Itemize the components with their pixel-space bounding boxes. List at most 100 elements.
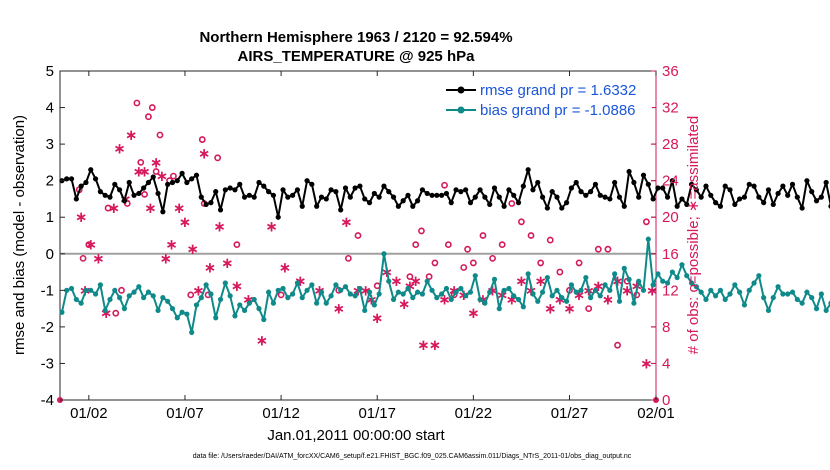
- rmse-point: [169, 179, 176, 186]
- y2-tick-label: 16: [662, 246, 679, 263]
- rmse-point: [809, 189, 815, 195]
- rmse-point: [741, 194, 748, 200]
- rmse-point: [467, 200, 474, 206]
- x-axis-label: Jan.01,2011 00:00:00 start: [267, 427, 445, 444]
- bias-point: [371, 302, 377, 308]
- bias-point: [203, 282, 209, 288]
- obs-assimilated-marker: ∗: [467, 304, 480, 322]
- bias-point: [357, 285, 363, 292]
- rmse-point: [107, 194, 113, 200]
- bias-point: [544, 274, 550, 281]
- rmse-point: [607, 196, 613, 202]
- y-tick-label: -1: [41, 282, 54, 299]
- bias-point: [107, 296, 113, 303]
- rmse-point: [290, 192, 296, 198]
- rmse-point: [530, 187, 536, 193]
- bias-point: [770, 295, 776, 301]
- obs-possible-marker: [556, 268, 564, 276]
- rmse-point: [520, 183, 526, 189]
- obs-possible-marker: [354, 232, 362, 239]
- bias-point: [68, 285, 75, 292]
- y-tick-label: -3: [41, 355, 54, 372]
- rmse-point: [155, 190, 161, 197]
- rmse-point: [208, 200, 214, 206]
- bias-point: [439, 291, 445, 297]
- bias-point: [564, 298, 570, 304]
- chart-title: Northern Hemisphere 1963 / 2120 = 92.594…: [199, 29, 512, 46]
- rmse-point: [318, 194, 325, 200]
- bias-point: [765, 307, 772, 314]
- rmse-point: [357, 183, 363, 189]
- bias-point: [799, 300, 805, 306]
- rmse-point: [751, 183, 757, 189]
- bias-point: [511, 293, 517, 299]
- rmse-point: [410, 203, 416, 209]
- bias-point: [160, 295, 166, 301]
- bias-point: [559, 295, 565, 301]
- rmse-point: [352, 185, 358, 191]
- bias-point: [693, 284, 699, 290]
- obs-possible-marker: [141, 190, 148, 198]
- bias-point: [237, 302, 243, 308]
- rmse-point: [823, 179, 829, 186]
- obs-possible-marker: [614, 341, 621, 349]
- bias-point: [342, 284, 349, 290]
- obs-possible-marker: [585, 305, 593, 313]
- y-axis-label: rmse and bias (model - observation): [11, 115, 28, 355]
- rmse-point: [213, 189, 219, 195]
- bias-point: [722, 296, 728, 303]
- rmse-point: [131, 192, 137, 198]
- bias-point: [443, 285, 450, 292]
- rmse-point: [597, 192, 603, 198]
- rmse-point: [294, 187, 301, 193]
- obs-assimilated-marker: ∗: [221, 254, 234, 272]
- bias-point: [520, 304, 526, 310]
- obs-assimilated-marker: ∗: [186, 240, 199, 258]
- rmse-point: [117, 187, 123, 193]
- bias-point: [126, 293, 132, 299]
- bias-point: [395, 289, 401, 295]
- rmse-point: [568, 185, 575, 191]
- rmse-point: [68, 176, 75, 182]
- obs-assimilated-marker: ∗: [279, 258, 292, 276]
- rmse-point: [669, 178, 675, 184]
- bias-point: [549, 293, 555, 299]
- rmse-point: [717, 203, 724, 209]
- obs-possible-marker: [527, 232, 535, 239]
- obs-possible-marker: [344, 254, 352, 262]
- rmse-point: [102, 192, 108, 198]
- obs-assimilated-marker: ∗: [340, 213, 353, 231]
- bias-point: [794, 296, 800, 303]
- obs-possible-marker: [123, 200, 131, 207]
- rmse-point: [453, 187, 459, 193]
- rmse-point: [126, 179, 132, 186]
- bias-point: [275, 287, 281, 293]
- bias-point: [669, 269, 675, 275]
- obs-possible-marker: [460, 264, 468, 271]
- bias-point: [453, 289, 459, 295]
- rmse-point: [323, 196, 329, 202]
- rmse-point: [285, 194, 291, 200]
- bias-point: [266, 289, 272, 295]
- bias-point: [318, 289, 325, 295]
- bias-point: [169, 306, 176, 312]
- obs-possible-marker: [431, 259, 439, 267]
- bias-point: [198, 295, 204, 301]
- y-tick-label: 5: [46, 63, 54, 80]
- obs-assimilated-marker: ∗: [108, 199, 121, 217]
- rmse-point: [554, 194, 560, 200]
- rmse-point: [564, 200, 570, 206]
- y2-tick-label: 20: [662, 209, 679, 226]
- bias-point: [323, 300, 329, 306]
- rmse-point: [789, 181, 796, 187]
- rmse-point: [756, 194, 762, 200]
- bias-point: [102, 307, 108, 314]
- obs-possible-marker: [418, 227, 425, 235]
- bias-point: [165, 298, 171, 304]
- obs-assimilated-marker: ∗: [125, 126, 138, 144]
- obs-possible-marker: [198, 136, 206, 143]
- rmse-point: [275, 214, 281, 220]
- plot-layer: ∗∗∗∗∗∗∗∗∗∗∗∗∗∗∗∗∗∗∗∗∗∗∗∗∗∗∗∗∗∗∗∗∗∗∗∗∗∗∗∗…: [57, 70, 830, 403]
- bias-point: [554, 287, 560, 293]
- rmse-point: [722, 183, 728, 189]
